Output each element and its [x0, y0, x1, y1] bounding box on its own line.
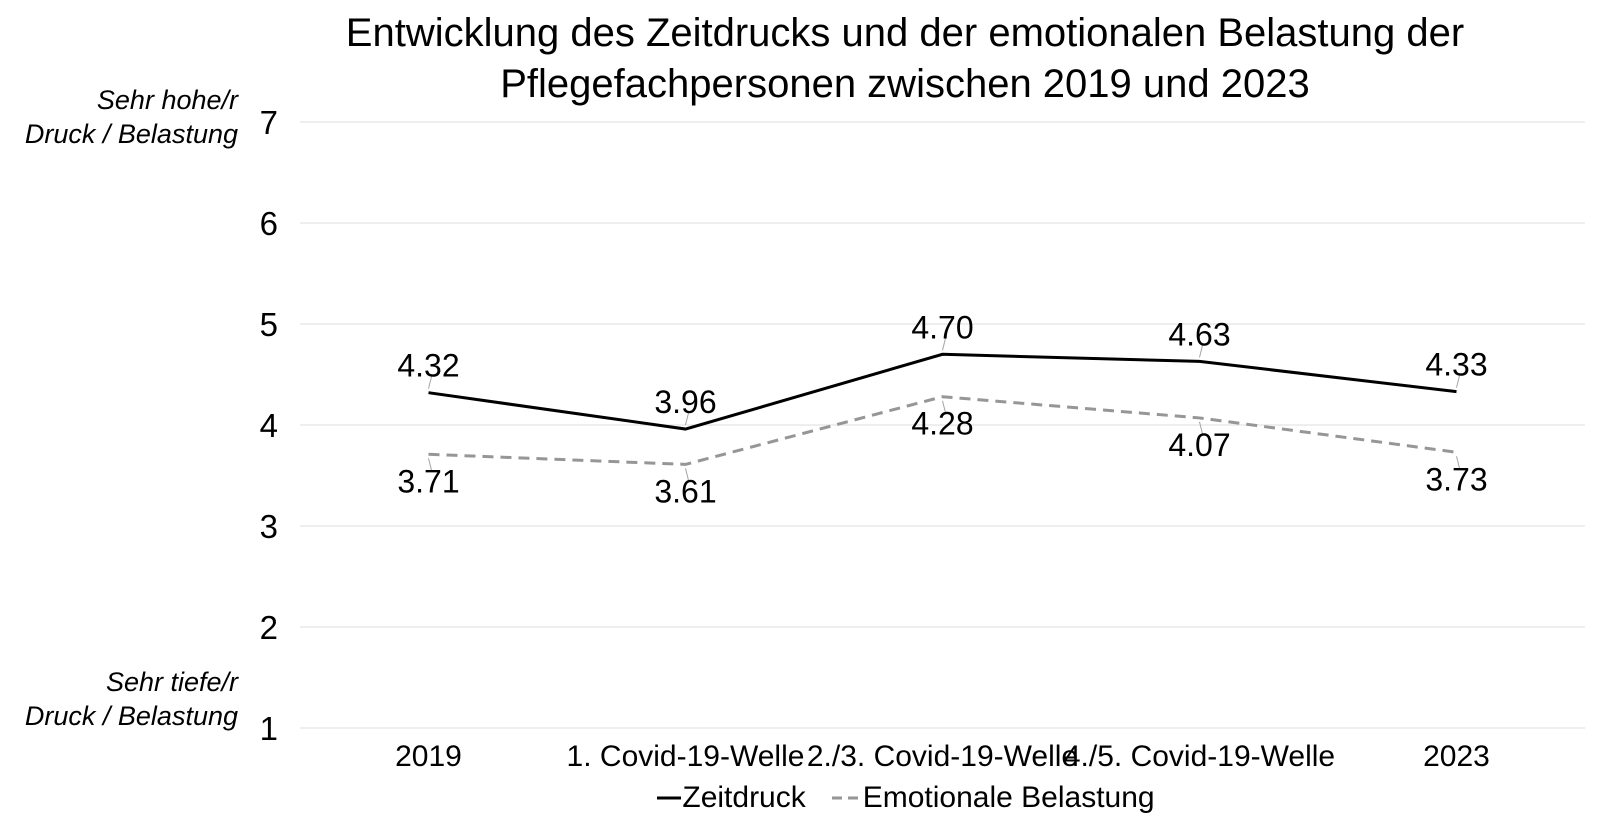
legend: Zeitdruck Emotionale Belastung	[212, 781, 1600, 815]
data-label: 3.61	[654, 473, 716, 509]
series-line-zeitdruck	[428, 352, 1457, 431]
data-label-leader	[685, 468, 689, 481]
y-tick-label: 7	[260, 104, 278, 141]
data-label-leader	[1199, 345, 1203, 358]
x-axis-label: 4./5. Covid-19-Welle	[1064, 740, 1335, 773]
y-axis-caption-low-line2: Druck / Belastung	[24, 700, 238, 731]
data-label-leader	[685, 412, 689, 426]
data-label: 3.71	[397, 463, 459, 499]
data-label-leader	[428, 376, 432, 389]
y-axis-caption-low-line1: Sehr tiefe/r	[105, 667, 238, 697]
y-axis-caption-high-line1: Sehr hohe/r	[96, 85, 238, 115]
data-label-leader	[428, 458, 432, 471]
data-label-leader	[942, 400, 946, 413]
chart-title-line1: Entwicklung des Zeitdrucks und der emoti…	[345, 11, 1465, 55]
y-axis-caption-high-line2: Druck / Belastung	[24, 118, 238, 149]
series-line-emotionale-belastung	[428, 395, 1457, 466]
x-axis-label: 2./3. Covid-19-Welle	[807, 740, 1078, 773]
y-tick-label: 6	[260, 205, 278, 242]
legend-label: Emotionale Belastung	[862, 781, 1155, 814]
y-axis-caption-high: Sehr hohe/r Druck / Belastung	[20, 84, 238, 152]
data-label: 3.96	[654, 384, 716, 420]
legend-marker-solid-line-icon	[657, 796, 682, 800]
legend-item-zeitdruck: Zeitdruck	[657, 781, 806, 815]
y-tick-label: 3	[260, 508, 278, 545]
x-axis-label: 2023	[1423, 740, 1490, 773]
y-tick-label: 2	[260, 609, 278, 646]
data-label: 3.73	[1425, 461, 1487, 497]
x-axis-label: 1. Covid-19-Welle	[567, 740, 805, 773]
data-label: 4.32	[397, 348, 459, 384]
y-tick-label: 1	[260, 710, 278, 747]
data-label: 4.33	[1425, 347, 1487, 383]
data-label-leader	[1456, 375, 1460, 388]
y-axis-caption-low: Sehr tiefe/r Druck / Belastung	[20, 666, 238, 734]
data-label: 4.70	[911, 309, 973, 345]
legend-item-emotionale-belastung: Emotionale Belastung	[831, 781, 1155, 815]
legend-marker-dashed-line-icon	[831, 796, 862, 800]
data-label: 4.28	[911, 406, 973, 442]
data-label: 4.07	[1168, 427, 1230, 463]
y-tick-label: 4	[260, 407, 278, 444]
data-label: 4.63	[1168, 316, 1230, 352]
x-axis-label: 2019	[395, 740, 462, 773]
data-label-leader	[1199, 421, 1203, 435]
chart-title: Entwicklung des Zeitdrucks und der emoti…	[300, 8, 1510, 110]
y-tick-label: 5	[260, 306, 278, 343]
chart-title-line2: Pflegefachpersonen zwischen 2019 und 202…	[500, 61, 1310, 106]
data-label-leader	[1456, 456, 1460, 469]
data-label-leader	[942, 338, 946, 351]
legend-label: Zeitdruck	[682, 781, 806, 814]
